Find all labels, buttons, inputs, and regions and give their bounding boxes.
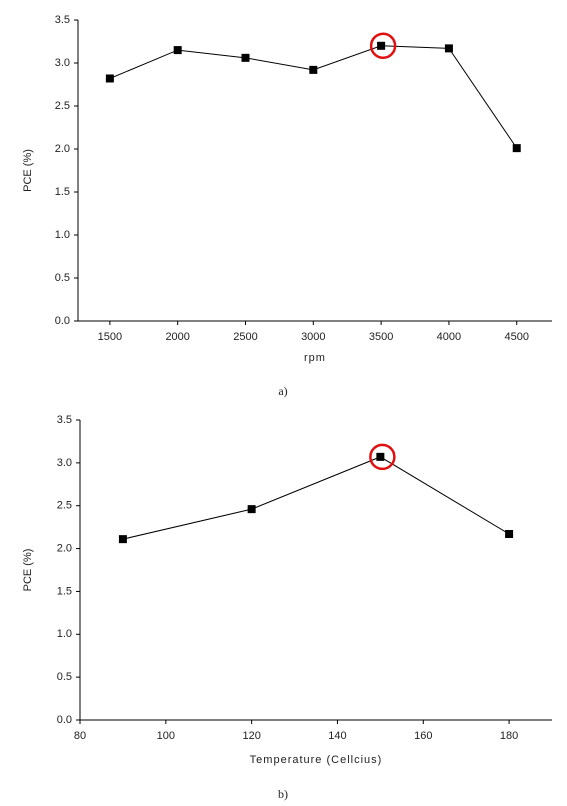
x-tick-label: 4500	[504, 331, 528, 343]
y-tick-label: 2.0	[55, 143, 70, 155]
y-tick-label: 1.5	[57, 585, 72, 597]
x-tick-label: 2500	[233, 331, 257, 343]
x-tick-label: 4000	[437, 331, 461, 343]
data-point	[505, 530, 514, 538]
data-point	[444, 44, 453, 53]
data-point	[247, 505, 256, 514]
caption: a)	[278, 384, 287, 398]
x-tick-label: 3000	[301, 331, 325, 343]
x-axis-label: rpm	[304, 352, 326, 364]
y-tick-label: 1.0	[57, 628, 72, 640]
y-tick-label: 0.5	[57, 671, 72, 683]
data-point	[377, 41, 386, 50]
data-point	[105, 74, 114, 83]
y-tick-label: 0.0	[55, 315, 70, 327]
x-tick-label: 140	[328, 730, 346, 742]
data-point	[118, 535, 127, 544]
y-axis-label: PCE (%)	[22, 149, 34, 192]
x-tick-label: 1500	[98, 331, 122, 343]
y-tick-label: 3.5	[55, 14, 70, 26]
y-tick-label: 0.0	[57, 714, 72, 726]
x-tick-label: 2000	[165, 331, 189, 343]
y-tick-label: 0.5	[55, 272, 70, 284]
data-point	[512, 144, 521, 153]
data-point	[173, 46, 182, 55]
y-tick-label: 2.0	[57, 542, 72, 554]
highlight-circle	[369, 443, 396, 471]
x-tick-label: 80	[74, 730, 86, 742]
y-tick-label: 2.5	[55, 100, 70, 112]
x-tick-label: 3500	[369, 331, 393, 343]
highlight-circle	[369, 32, 397, 60]
caption: b)	[278, 787, 288, 801]
y-tick-label: 3.0	[57, 457, 72, 469]
y-tick-label: 3.5	[57, 414, 72, 426]
y-axis-label: PCE (%)	[22, 549, 34, 592]
x-tick-label: 160	[414, 730, 432, 742]
x-tick-label: 120	[242, 730, 260, 742]
y-tick-label: 3.0	[55, 57, 70, 69]
y-tick-label: 2.5	[57, 500, 72, 512]
data-point	[376, 452, 385, 461]
x-tick-label: 100	[157, 730, 175, 742]
y-tick-label: 1.0	[55, 229, 70, 241]
data-point	[309, 65, 318, 74]
data-point	[241, 53, 250, 62]
y-tick-label: 1.5	[55, 186, 70, 198]
data-line	[109, 45, 518, 149]
x-tick-label: 180	[500, 730, 518, 742]
x-axis-label: Temperature (Cellcius)	[250, 754, 383, 766]
data-line	[122, 456, 510, 540]
